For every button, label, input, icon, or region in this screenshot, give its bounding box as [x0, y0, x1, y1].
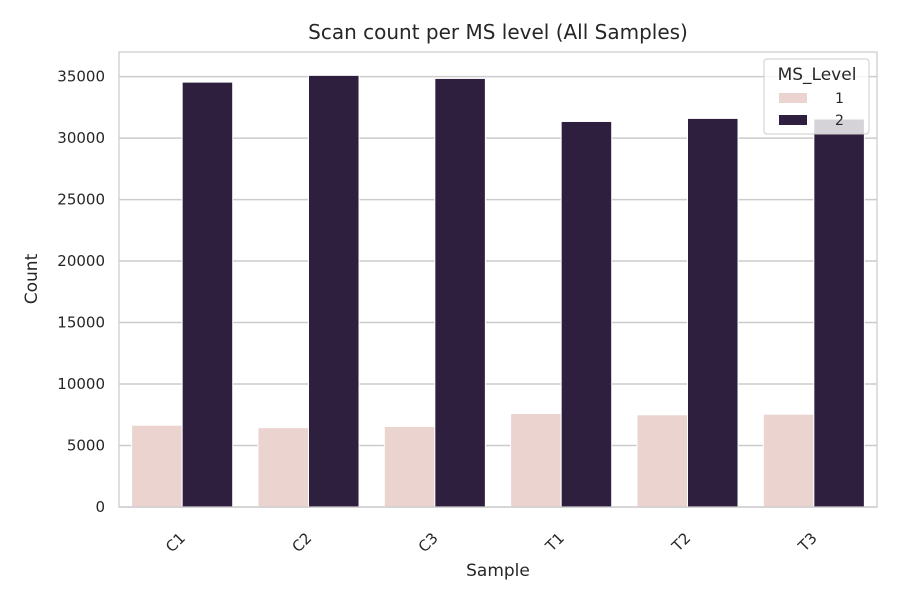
legend-label: 2 — [835, 113, 844, 129]
bar-T1-level-2 — [560, 120, 613, 508]
y-tick-label: 10000 — [57, 375, 105, 393]
y-tick-label: 0 — [95, 498, 105, 516]
x-tick-label: C1 — [162, 529, 189, 556]
bar-C3-level-1 — [383, 425, 436, 508]
bar-C1-level-2 — [181, 81, 234, 508]
bar-T2-level-2 — [687, 117, 739, 508]
x-tick-label: C2 — [288, 529, 315, 556]
plot-frame — [118, 51, 878, 508]
bar-C2-level-1 — [257, 427, 310, 508]
bars — [131, 74, 865, 508]
legend-swatch — [779, 93, 807, 103]
bar-C3-level-2 — [434, 77, 486, 508]
bar-T3-level-2 — [813, 118, 865, 508]
y-tick-label: 35000 — [57, 68, 105, 86]
x-tick-label: T3 — [794, 529, 821, 556]
chart-title: Scan count per MS level (All Samples) — [308, 20, 688, 44]
y-tick-label: 15000 — [57, 314, 105, 332]
x-axis: C1 C2 C3 T1 T2 T3 — [162, 529, 821, 556]
x-axis-label: Sample — [466, 561, 530, 581]
x-tick-label: T2 — [668, 529, 695, 556]
bar-C1-level-1 — [131, 424, 183, 508]
y-tick-label: 20000 — [57, 252, 105, 270]
y-axis: 0 5000 10000 15000 20000 25000 30000 35000 — [57, 68, 105, 516]
y-tick-label: 30000 — [57, 129, 105, 147]
y-tick-label: 25000 — [57, 191, 105, 209]
y-axis-label: Count — [22, 253, 42, 304]
plot-area — [119, 52, 877, 507]
bar-T1-level-1 — [510, 413, 562, 508]
legend-title: MS_Level — [778, 65, 857, 85]
bar-T2-level-1 — [636, 414, 689, 508]
legend-items: 12 — [779, 91, 844, 129]
bar-C2-level-2 — [308, 74, 360, 508]
bar-T3-level-1 — [762, 413, 815, 508]
legend-label: 1 — [835, 91, 844, 107]
legend: MS_Level 12 — [763, 58, 870, 135]
x-tick-label: C3 — [415, 529, 442, 556]
y-tick-label: 5000 — [67, 437, 105, 455]
x-tick-label: T1 — [541, 529, 568, 556]
legend-swatch — [779, 115, 807, 125]
